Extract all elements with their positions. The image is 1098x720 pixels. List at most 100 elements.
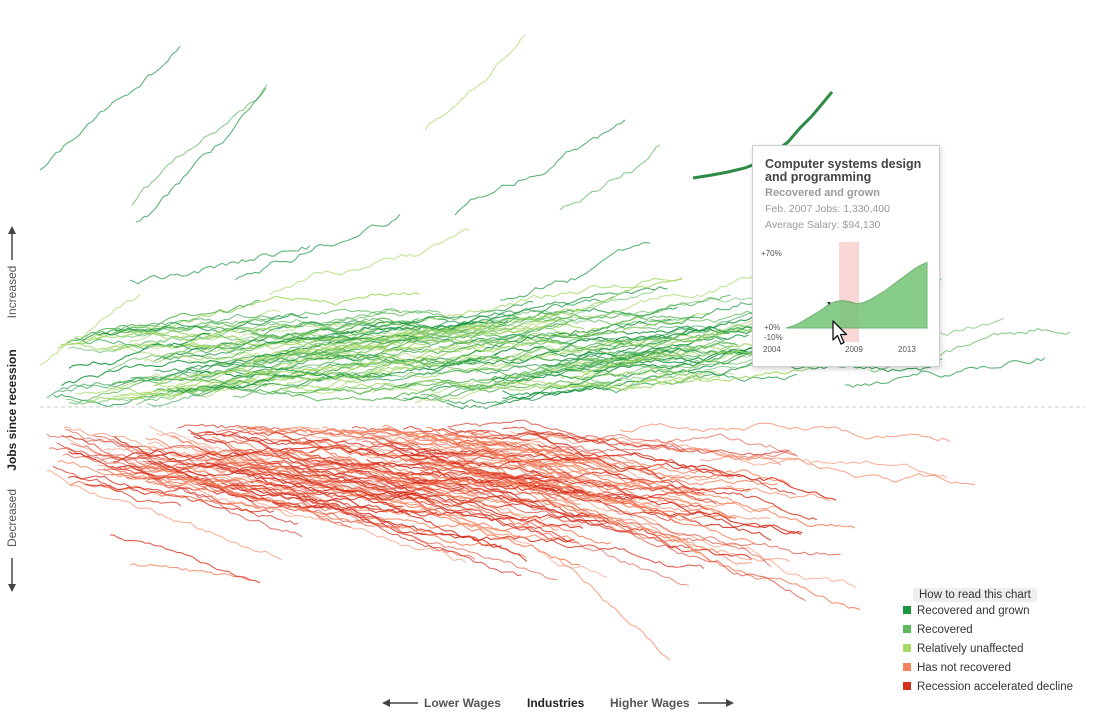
legend-swatch: [903, 644, 911, 652]
y-decreased-label: Decreased: [5, 488, 19, 548]
industry-line: [46, 470, 282, 561]
industry-line: [447, 419, 685, 451]
legend-item[interactable]: Has not recovered: [903, 659, 1093, 678]
arrow-up-icon: [8, 226, 16, 234]
industry-line: [68, 450, 502, 548]
arrow-right-icon: [726, 699, 734, 707]
industry-line: [278, 426, 505, 485]
industry-line: [176, 384, 417, 396]
industry-line: [400, 431, 732, 518]
y-axis-title: Jobs since recession: [5, 349, 19, 471]
tooltip-mini-chart: +70% +0% -10% 2004 2009 2013: [761, 242, 933, 362]
industry-line: [177, 423, 484, 457]
industry-line: [415, 318, 672, 364]
industry-line: [167, 359, 480, 394]
legend-swatch: [903, 663, 911, 671]
legend-item[interactable]: Recession accelerated decline: [903, 678, 1093, 697]
mouse-cursor-icon: [832, 320, 848, 345]
marker-icon: [827, 302, 831, 305]
arrow-left-icon: [382, 699, 390, 707]
legend-swatch: [903, 625, 911, 633]
legend-title[interactable]: How to read this chart: [913, 588, 1037, 602]
industry-line: [321, 426, 541, 465]
x-higher-wages-label: Higher Wages: [610, 696, 690, 710]
industry-line: [131, 84, 268, 206]
industry-line: [67, 475, 274, 513]
industry-line: [499, 467, 861, 611]
industry-line: [334, 317, 769, 380]
x-axis-title: Industries: [527, 696, 585, 710]
industry-line: [92, 324, 297, 343]
industry-line: [107, 332, 429, 391]
industry-line: [127, 476, 303, 538]
legend-item[interactable]: Recovered and grown: [903, 602, 1093, 621]
industry-line: [454, 119, 626, 216]
industry-line: [111, 473, 427, 515]
industry-line: [240, 317, 419, 339]
y-increased-label: Increased: [5, 265, 19, 319]
mini-y-top: +70%: [761, 249, 782, 258]
industry-line: [426, 426, 648, 510]
industry-line: [281, 435, 612, 545]
mini-y-bottom: -10%: [764, 333, 783, 342]
mini-chart-area: [785, 261, 928, 329]
industry-line: [62, 453, 476, 560]
industry-line: [39, 45, 181, 171]
industry-line: [110, 468, 299, 525]
industry-line: [158, 461, 590, 518]
industry-line: [560, 477, 831, 502]
industry-line: [264, 445, 665, 469]
industry-line: [70, 443, 375, 527]
industry-line: [526, 462, 736, 517]
industry-line: [129, 563, 251, 582]
industry-line: [39, 294, 141, 366]
industry-line: [475, 350, 778, 379]
industry-line: [248, 317, 574, 367]
industry-line: [147, 363, 370, 407]
industry-line: [495, 345, 743, 362]
industry-line: [148, 425, 319, 476]
mini-x-2004: 2004: [763, 345, 781, 354]
industry-line: [147, 441, 339, 482]
industry-line: [285, 286, 668, 342]
industry-line: [192, 352, 499, 376]
industry-line: [419, 468, 690, 517]
industry-line: [135, 87, 267, 223]
industry-line: [317, 353, 469, 366]
industry-line: [520, 312, 710, 340]
industry-line: [251, 438, 414, 489]
industry-tooltip: Computer systems design and programming …: [752, 145, 940, 367]
industry-line: [131, 340, 566, 401]
industry-line: [269, 228, 471, 296]
industry-line: [52, 465, 182, 507]
industry-line: [204, 431, 365, 447]
industry-line: [500, 365, 819, 391]
industry-line: [396, 353, 702, 389]
industry-line: [173, 334, 431, 354]
x-axis: Lower Wages Industries Higher Wages: [380, 694, 740, 714]
industry-line: [409, 458, 637, 535]
industry-line: [394, 437, 736, 504]
tooltip-salary: Average Salary: $94,130: [765, 219, 881, 231]
industry-line: [424, 34, 526, 131]
industry-line: [75, 312, 309, 341]
industry-line: [509, 430, 948, 479]
industry-line: [144, 320, 570, 364]
industry-line: [257, 441, 689, 586]
tooltip-title: Computer systems design and programming: [765, 157, 922, 184]
industry-line: [383, 442, 790, 562]
industry-line: [205, 461, 558, 501]
legend-swatch: [903, 606, 911, 614]
y-axis-arrows: [8, 226, 16, 592]
industry-line: [465, 430, 799, 458]
industry-line: [411, 475, 559, 484]
industry-line: [109, 534, 261, 584]
industry-line: [331, 482, 607, 578]
legend-item[interactable]: Relatively unaffected: [903, 640, 1093, 659]
legend-item[interactable]: Recovered: [903, 621, 1093, 640]
industry-line: [296, 374, 721, 392]
industry-line: [57, 331, 369, 353]
industry-line: [403, 425, 530, 441]
mini-x-2013: 2013: [898, 345, 916, 354]
